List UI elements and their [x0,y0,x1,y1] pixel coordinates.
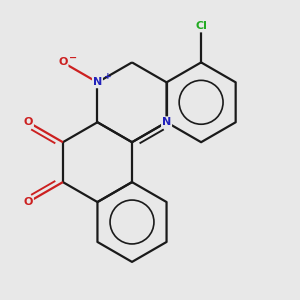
Text: +: + [104,72,112,81]
Text: N: N [93,77,102,87]
Text: −: − [69,53,77,63]
Text: O: O [24,197,33,207]
Text: Cl: Cl [195,22,207,32]
Text: O: O [24,117,33,127]
Text: N: N [162,117,171,127]
Text: O: O [58,57,68,68]
